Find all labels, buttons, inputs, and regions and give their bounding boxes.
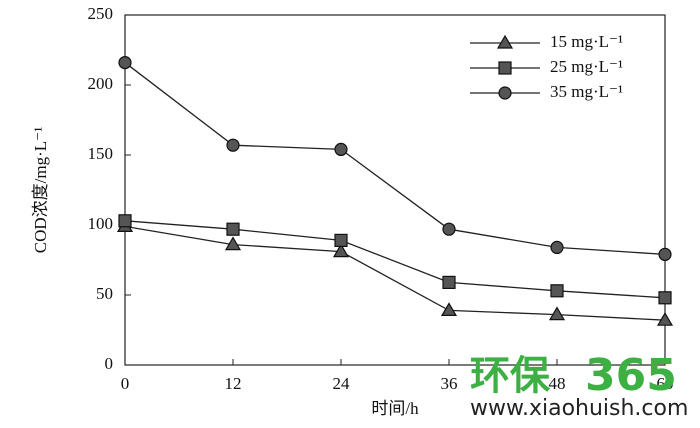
x-tick-label: 48 xyxy=(549,374,566,393)
y-tick-label: 100 xyxy=(88,214,114,233)
x-tick-label: 24 xyxy=(333,374,351,393)
marker xyxy=(332,243,350,258)
marker xyxy=(226,222,240,236)
marker xyxy=(548,306,566,321)
marker xyxy=(658,247,672,261)
marker xyxy=(334,142,348,156)
y-axis-label: COD浓度/mg·L⁻¹ xyxy=(31,127,50,253)
marker xyxy=(442,222,456,236)
watermark-url: www.xiaohuish.com xyxy=(470,396,688,421)
marker xyxy=(496,34,514,49)
series-line xyxy=(124,62,666,256)
marker xyxy=(658,291,672,305)
y-tick-label: 150 xyxy=(88,144,114,163)
y-tick-label: 200 xyxy=(88,74,114,93)
marker xyxy=(334,233,348,247)
y-tick-label: 50 xyxy=(96,284,113,303)
legend-label: 25 mg·L⁻¹ xyxy=(550,57,623,76)
marker xyxy=(226,138,240,152)
watermark-brand: 环保 xyxy=(470,353,551,399)
x-tick-label: 60 xyxy=(657,374,674,393)
marker xyxy=(118,55,132,70)
series-line xyxy=(124,225,666,321)
series-line xyxy=(124,220,666,299)
marker xyxy=(440,302,458,316)
y-tick-label: 0 xyxy=(105,354,114,373)
x-tick-label: 12 xyxy=(225,374,242,393)
marker xyxy=(118,214,132,228)
marker xyxy=(442,275,456,289)
marker xyxy=(550,284,564,298)
x-tick-label: 36 xyxy=(441,374,458,393)
marker xyxy=(498,61,512,75)
x-tick-label: 0 xyxy=(121,374,130,393)
y-tick-label: 250 xyxy=(88,4,114,23)
legend-label: 35 mg·L⁻¹ xyxy=(550,82,623,101)
legend-label: 15 mg·L⁻¹ xyxy=(550,32,623,51)
marker xyxy=(550,240,564,254)
watermark-number: 365 xyxy=(585,350,677,401)
x-axis-label: 时间/h xyxy=(371,399,419,418)
marker xyxy=(656,312,674,326)
plot-frame xyxy=(124,14,666,366)
marker xyxy=(224,236,242,251)
marker xyxy=(498,86,512,100)
